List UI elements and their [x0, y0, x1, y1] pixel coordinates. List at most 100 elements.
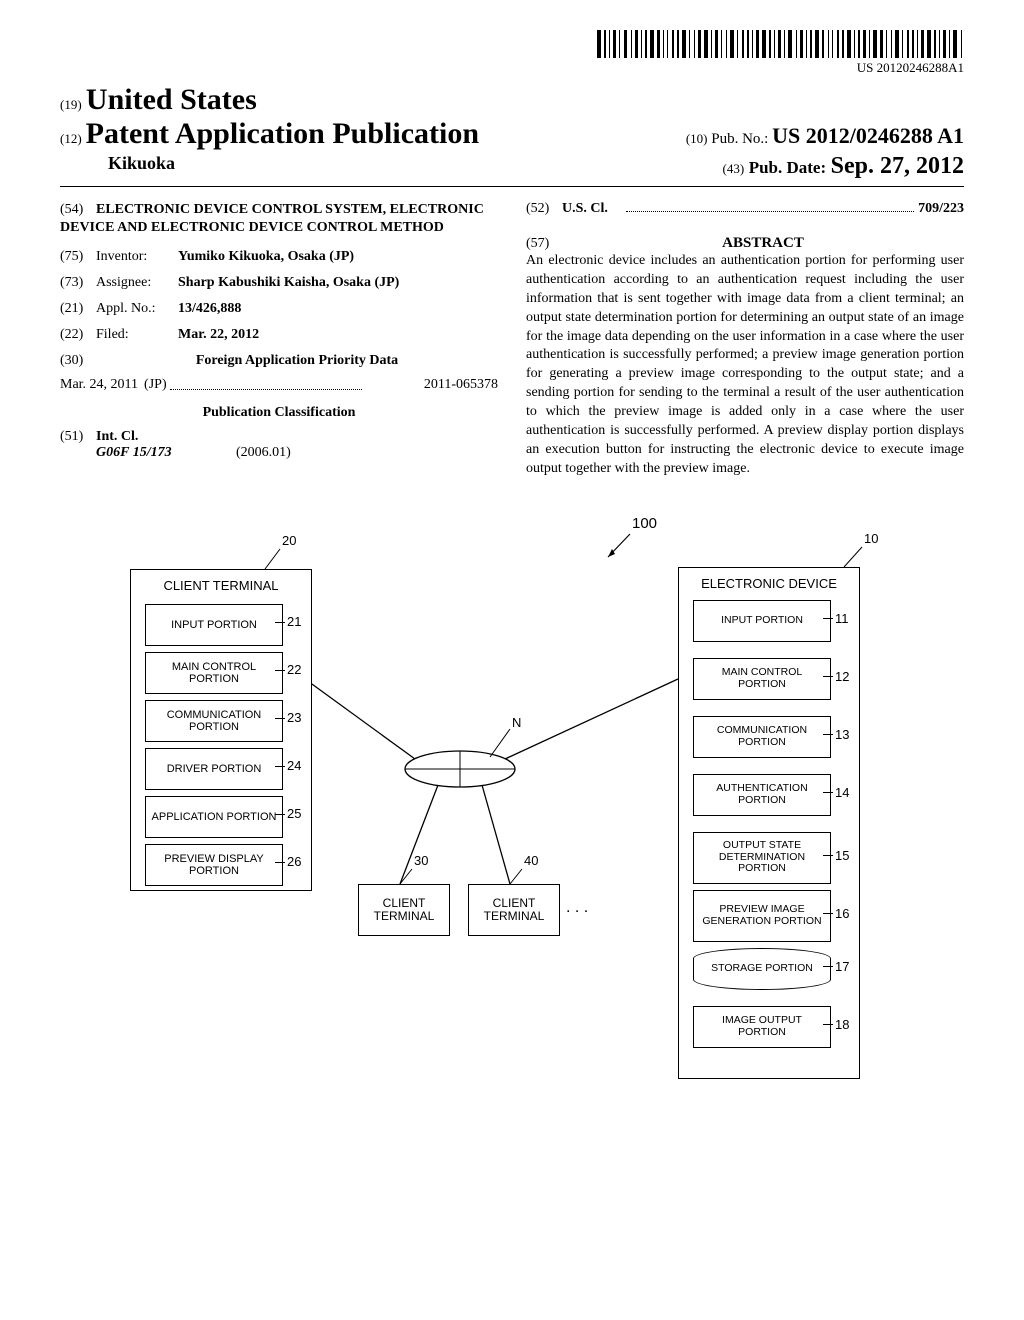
- filed-field: (22) Filed: Mar. 22, 2012: [60, 327, 498, 343]
- inventor-num: (75): [60, 249, 96, 265]
- filed-date: Mar. 22, 2012: [178, 327, 259, 342]
- client-block-ref-25: 25: [287, 806, 301, 821]
- invention-title: ELECTRONIC DEVICE CONTROL SYSTEM, ELECTR…: [60, 202, 484, 235]
- priority-dots: [170, 381, 362, 390]
- pub-date: Sep. 27, 2012: [831, 153, 964, 179]
- author-row: Kikuoka (43) Pub. Date: Sep. 27, 2012: [60, 153, 964, 180]
- device-block-17: STORAGE PORTION: [693, 948, 831, 990]
- header-block: (19) United States (12) Patent Applicati…: [60, 83, 964, 180]
- device-block-ref-13: 13: [835, 727, 849, 742]
- client-block-21: INPUT PORTION: [145, 604, 283, 646]
- inventor-value: Yumiko Kikuoka, Osaka (JP): [178, 249, 498, 265]
- device-block-14: AUTHENTICATION PORTION: [693, 774, 831, 816]
- client-block-ref-24: 24: [287, 758, 301, 773]
- assignee-field: (73) Assignee: Sharp Kabushiki Kaisha, O…: [60, 275, 498, 291]
- device-block-12: MAIN CONTROL PORTION: [693, 658, 831, 700]
- terminal-30-ref: 30: [414, 853, 428, 868]
- client-terminal-title: CLIENT TERMINAL: [131, 578, 311, 593]
- application-number: 13/426,888: [178, 301, 241, 316]
- client-block-23: COMMUNICATION PORTION: [145, 700, 283, 742]
- barcode-lines: [597, 30, 964, 58]
- assignee-num: (73): [60, 275, 96, 291]
- client-block-26: PREVIEW DISPLAY PORTION: [145, 844, 283, 886]
- country-line: (19) United States: [60, 83, 964, 117]
- date-label: Pub. Date:: [749, 158, 826, 177]
- barcode-number: US 20120246288A1: [597, 60, 964, 76]
- inventor-label: Inventor:: [96, 249, 178, 265]
- country-name: United States: [86, 83, 257, 116]
- pubclass-heading: Publication Classification: [60, 405, 498, 421]
- intcl-code: G06F 15/173: [96, 445, 236, 461]
- client-block-ref-26: 26: [287, 854, 301, 869]
- priority-number: 2011-065378: [424, 377, 498, 393]
- patent-page: US 20120246288A1 (19) United States (12)…: [0, 0, 1024, 1149]
- uscl-dots: [626, 201, 914, 212]
- foreign-heading: Foreign Application Priority Data: [96, 353, 498, 369]
- client-block-ref-22: 22: [287, 662, 301, 677]
- foreign-num: (30): [60, 353, 96, 369]
- pub-prefix: (12): [60, 131, 82, 146]
- device-block-ref-18: 18: [835, 1017, 849, 1032]
- device-block-ref-11: 11: [835, 611, 849, 626]
- intcl-year: (2006.01): [236, 445, 291, 460]
- device-ref: 10: [864, 531, 878, 546]
- device-block-13: COMMUNICATION PORTION: [693, 716, 831, 758]
- publication-row: (12) Patent Application Publication (10)…: [60, 117, 964, 151]
- pub-number: US 2012/0246288 A1: [772, 123, 964, 148]
- assignee-value: Sharp Kabushiki Kaisha, Osaka (JP): [178, 275, 498, 291]
- terminal-40-ref: 40: [524, 853, 538, 868]
- intcl-block: (51)Int. Cl. G06F 15/173(2006.01): [60, 429, 498, 461]
- uscl-value: 709/223: [918, 201, 964, 217]
- client-terminal-box: CLIENT TERMINAL INPUT PORTION21MAIN CONT…: [130, 569, 312, 891]
- barcode-area: US 20120246288A1: [60, 30, 964, 77]
- priority-date: Mar. 24, 2011: [60, 377, 138, 393]
- intcl-num: (51): [60, 429, 96, 445]
- device-block-16: PREVIEW IMAGE GENERATION PORTION: [693, 890, 831, 942]
- pubno-label: Pub. No.:: [711, 131, 768, 147]
- date-prefix: (43): [723, 161, 745, 176]
- abstract-num: (57): [526, 236, 562, 252]
- device-block-ref-16: 16: [835, 906, 849, 921]
- electronic-device-box: ELECTRONIC DEVICE INPUT PORTION 11 MAIN CO…: [678, 567, 860, 1079]
- client-block-25: APPLICATION PORTION: [145, 796, 283, 838]
- figure-area: 100 20 CLIENT TERMINAL INPUT PORTION21MA…: [60, 509, 964, 1109]
- pub-right: (10) Pub. No.: US 2012/0246288 A1: [686, 123, 964, 149]
- uscl-label: U.S. Cl.: [562, 201, 622, 217]
- applno-label: Appl. No.:: [96, 301, 178, 317]
- client-ref: 20: [282, 533, 296, 548]
- pub-title: Patent Application Publication: [86, 117, 479, 150]
- applno-field: (21) Appl. No.: 13/426,888: [60, 301, 498, 317]
- device-block-ref-15: 15: [835, 848, 849, 863]
- terminal-40: CLIENT TERMINAL: [468, 884, 560, 936]
- terminal-30: CLIENT TERMINAL: [358, 884, 450, 936]
- uscl-line: (52) U.S. Cl. 709/223: [526, 201, 964, 217]
- intcl-label: Int. Cl.: [96, 429, 138, 444]
- assignee-name: Sharp Kabushiki Kaisha, Osaka (JP): [178, 275, 399, 290]
- pub-left: (12) Patent Application Publication: [60, 117, 479, 151]
- filed-num: (22): [60, 327, 96, 343]
- right-column: (52) U.S. Cl. 709/223 (57) ABSTRACT An e…: [526, 201, 964, 479]
- pub-date-block: (43) Pub. Date: Sep. 27, 2012: [723, 153, 964, 180]
- filed-value: Mar. 22, 2012: [178, 327, 498, 343]
- device-block-ref-12: 12: [835, 669, 849, 684]
- client-block-ref-21: 21: [287, 614, 301, 629]
- left-column: (54)ELECTRONIC DEVICE CONTROL SYSTEM, EL…: [60, 201, 498, 479]
- inventor-name: Yumiko Kikuoka, Osaka (JP): [178, 249, 354, 264]
- priority-country: (JP): [144, 377, 167, 392]
- applno-value: 13/426,888: [178, 301, 498, 317]
- pubno-prefix: (10): [686, 131, 708, 146]
- device-block-18: IMAGE OUTPUT PORTION: [693, 1006, 831, 1048]
- title-num: (54): [60, 201, 96, 219]
- biblio-columns: (54)ELECTRONIC DEVICE CONTROL SYSTEM, EL…: [60, 201, 964, 479]
- invention-title-block: (54)ELECTRONIC DEVICE CONTROL SYSTEM, EL…: [60, 201, 498, 237]
- author-name: Kikuoka: [60, 153, 175, 180]
- abstract-text: An electronic device includes an authent…: [526, 252, 964, 479]
- electronic-device-title: ELECTRONIC DEVICE: [679, 576, 859, 591]
- device-block-ref-17: 17: [835, 959, 849, 974]
- filed-label: Filed:: [96, 327, 178, 343]
- device-block-ref-14: 14: [835, 785, 849, 800]
- device-block-11: INPUT PORTION: [693, 600, 831, 642]
- uscl-num: (52): [526, 201, 562, 217]
- assignee-label: Assignee:: [96, 275, 178, 291]
- foreign-priority-block: (30) Foreign Application Priority Data M…: [60, 353, 498, 393]
